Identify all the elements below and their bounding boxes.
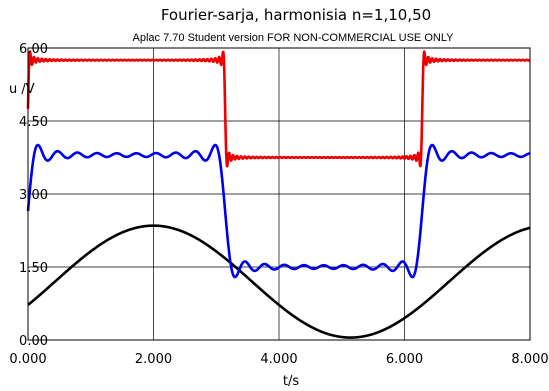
x-tick-label: 8.000	[511, 352, 548, 367]
plot-frame	[27, 47, 531, 341]
x-axis-ticks: 0.000 2.000 4.000 6.000 8.000	[9, 352, 548, 367]
series-lines	[26, 50, 531, 339]
y-tick-label: 1.50	[19, 261, 48, 276]
chart-title: Fourier-sarja, harmonisia n=1,10,50	[161, 6, 431, 24]
x-tick-label: 0.000	[9, 352, 46, 367]
y-tick-label: 3.00	[19, 188, 48, 203]
x-axis-label: t/s	[283, 374, 299, 389]
grid	[27, 47, 531, 341]
x-tick-label: 6.000	[386, 352, 423, 367]
x-tick-label: 2.000	[135, 352, 172, 367]
series-line-n50	[26, 50, 531, 168]
series-line-n1	[27, 224, 531, 339]
y-tick-label: 4.50	[19, 115, 48, 130]
y-axis-label: u /V	[9, 82, 35, 97]
chart-subtitle: Aplac 7.70 Student version FOR NON-COMME…	[133, 32, 455, 44]
series-line-n10	[26, 143, 531, 279]
y-tick-label: 0.00	[19, 334, 48, 349]
x-tick-label: 4.000	[260, 352, 297, 367]
y-tick-label: 6.00	[19, 42, 48, 57]
y-axis-ticks: 0.00 1.50 3.00 4.50 6.00	[19, 42, 48, 349]
